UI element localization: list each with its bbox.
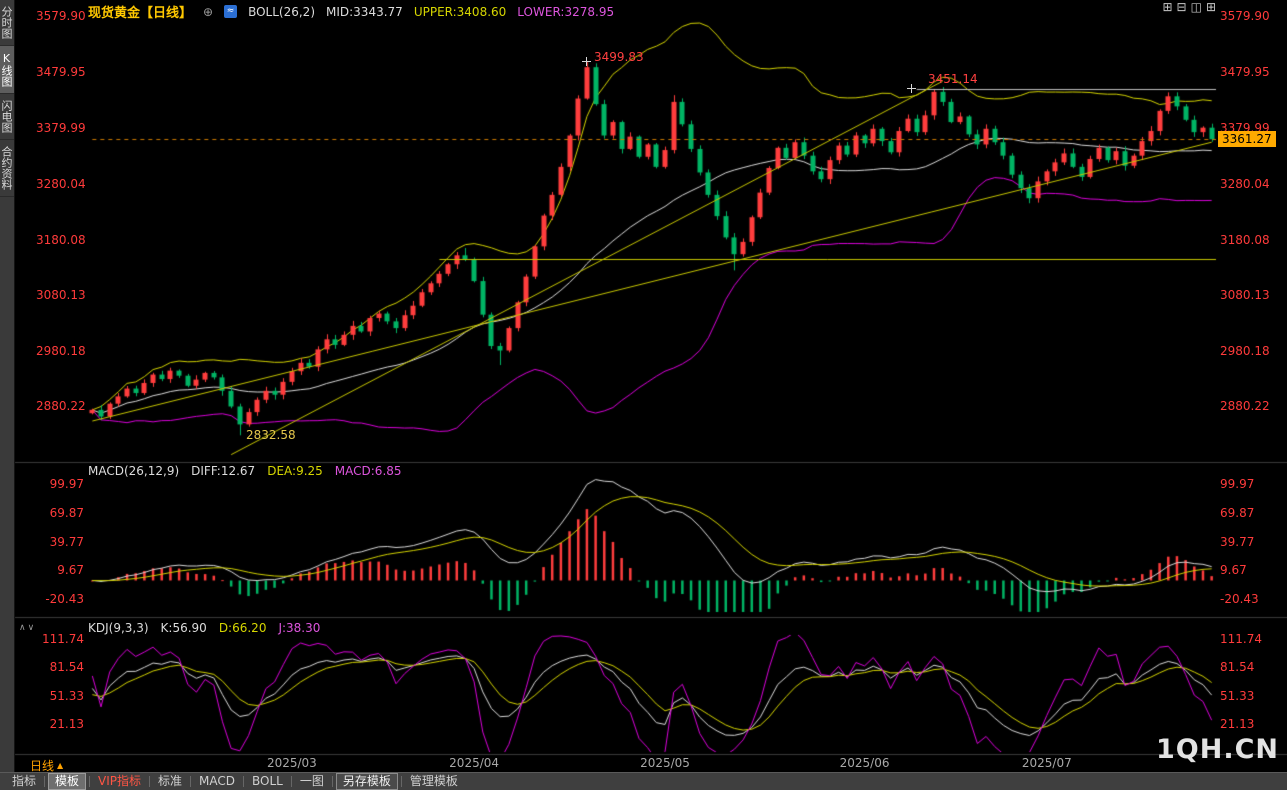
- kdj-k-value: K:56.90: [160, 621, 207, 635]
- macd-macd-value: MACD:6.85: [334, 464, 402, 478]
- price-axis-label: 3379.99: [36, 121, 86, 135]
- macd-axis-label: 39.77: [1220, 535, 1255, 549]
- kdj-name: KDJ(9,3,3): [88, 621, 149, 635]
- panel-expand-icon[interactable]: ∧: [19, 623, 26, 633]
- price-axis-label: 2980.18: [36, 344, 86, 358]
- toolbar-item-MACD[interactable]: MACD: [199, 774, 236, 788]
- toolbar-item-VIP指标[interactable]: VIP指标: [98, 774, 142, 788]
- kdj-axis-label: 81.54: [49, 660, 84, 674]
- boll-label: BOLL(26,2): [248, 4, 315, 19]
- kdj-panel-controls: ∧ ∨: [19, 623, 34, 633]
- feb-low-annotation: 2832.58: [246, 428, 296, 442]
- kdj-legend: KDJ(9,3,3) K:56.90 D:66.20 J:38.30: [88, 621, 320, 635]
- toolbar-divider: [149, 776, 151, 787]
- price-axis-label: 3080.13: [1220, 288, 1270, 302]
- period-selector[interactable]: 日线 ▲: [30, 757, 63, 774]
- toolbar-item-一图[interactable]: 一图: [299, 774, 324, 788]
- chart-header: 现货黄金【日线】 ⊕ ≈ BOLL(26,2) MID:3343.77 UPPE…: [88, 2, 615, 22]
- macd-diff-value: DIFF:12.67: [191, 464, 256, 478]
- price-axis-label: 2880.22: [36, 399, 86, 413]
- kdj-axis-label: 21.13: [1220, 717, 1255, 731]
- price-axis-label: 2880.22: [1220, 399, 1270, 413]
- macd-axis-label: 9.67: [1220, 563, 1247, 577]
- indicator-settings-icon[interactable]: ≈: [224, 5, 238, 18]
- layout-grid-icon-1[interactable]: ⊞: [1162, 0, 1173, 14]
- sidebar-tab-分时图[interactable]: 分时图: [0, 0, 14, 46]
- kdj-axis-label: 111.74: [1220, 632, 1262, 646]
- kdj-axis-label: 51.33: [1220, 689, 1255, 703]
- toolbar-item-模板[interactable]: 模板: [48, 773, 87, 790]
- price-axis-label: 3479.95: [1220, 65, 1270, 79]
- macd-axis-label: 99.97: [49, 477, 84, 491]
- boll-upper-value: UPPER:3408.60: [413, 4, 507, 19]
- boll-mid-value: MID:3343.77: [326, 4, 403, 19]
- toolbar-divider: [243, 776, 245, 787]
- bottom-toolbar: 指标 模板 VIP指标 标准 MACD BOLL 一图 另存模板 管理模板: [0, 772, 1287, 790]
- price-axis-label: 3280.04: [1220, 177, 1270, 191]
- price-axis-label: 3280.04: [36, 177, 86, 191]
- site-watermark: 1QH.CN: [1156, 734, 1280, 765]
- price-axis-label: 3579.90: [1220, 9, 1270, 23]
- period-label: 日线: [30, 759, 55, 773]
- toolbar-item-BOLL[interactable]: BOLL: [252, 774, 283, 788]
- x-axis-date-label: 2025/05: [640, 756, 690, 770]
- toolbar-item-标准[interactable]: 标准: [158, 774, 183, 788]
- price-axis-label: 3479.95: [36, 65, 86, 79]
- x-axis-date-label: 2025/04: [449, 756, 500, 770]
- layout-grid-icon-4[interactable]: ⊞: [1205, 0, 1216, 14]
- toolbar-divider: [190, 776, 192, 787]
- price-axis-label: 3080.13: [36, 288, 86, 302]
- last-price-tag: 3361.27: [1218, 131, 1276, 147]
- x-axis-date-label: 2025/07: [1021, 756, 1072, 770]
- peak-price-annotation: 3499.83: [594, 50, 644, 64]
- layout-grid-icon-2[interactable]: ⊟: [1176, 0, 1187, 14]
- june-high-annotation: 3451.14: [928, 72, 978, 86]
- kdj-d-value: D:66.20: [218, 621, 267, 635]
- toolbar-divider: [400, 776, 402, 787]
- macd-axis-label: -20.43: [1220, 592, 1259, 606]
- panel-collapse-icon[interactable]: ∨: [27, 623, 35, 633]
- macd-axis-label: -20.43: [45, 592, 84, 606]
- price-axis-label: 3579.90: [36, 9, 86, 23]
- toolbar-divider: [331, 776, 333, 787]
- kdj-j-value: J:38.30: [278, 621, 321, 635]
- macd-name: MACD(26,12,9): [88, 464, 180, 478]
- macd-axis-label: 39.77: [49, 535, 84, 549]
- peak-cross-marker-icon: [582, 57, 591, 66]
- left-tab-sidebar: 分时图 K线图 闪电图 合约资料: [0, 0, 15, 772]
- toolbar-item-另存模板[interactable]: 另存模板: [335, 773, 398, 790]
- price-axis-label: 2980.18: [1220, 344, 1270, 358]
- june-cross-marker-icon: [907, 84, 916, 93]
- macd-axis-label: 9.67: [57, 563, 84, 577]
- x-axis-date-label: 2025/03: [266, 756, 317, 770]
- sidebar-tab-闪电图[interactable]: 闪电图: [0, 94, 14, 140]
- kdj-axis-label: 111.74: [42, 632, 84, 646]
- layout-grid-icon-3[interactable]: ◫: [1190, 0, 1202, 14]
- period-dropdown-icon: ▲: [57, 761, 64, 770]
- sidebar-tab-K线图[interactable]: K线图: [0, 46, 14, 94]
- window-layout-controls: ⊞ ⊟ ◫ ⊞: [1162, 1, 1216, 14]
- toolbar-divider: [290, 776, 292, 787]
- add-indicator-icon[interactable]: ⊕: [203, 4, 214, 19]
- kdj-axis-label: 21.13: [49, 717, 84, 731]
- toolbar-item-管理模板[interactable]: 管理模板: [409, 774, 458, 788]
- symbol-title: 现货黄金【日线】: [88, 6, 193, 21]
- kdj-axis-label: 51.33: [49, 689, 84, 703]
- toolbar-divider: [44, 776, 46, 787]
- toolbar-divider: [89, 776, 91, 787]
- macd-axis-label: 69.87: [1220, 506, 1255, 520]
- macd-axis-label: 69.87: [49, 506, 84, 520]
- x-axis-date-label: 2025/06: [839, 756, 890, 770]
- macd-legend: MACD(26,12,9) DIFF:12.67 DEA:9.25 MACD:6…: [88, 464, 402, 478]
- boll-lower-value: LOWER:3278.95: [517, 4, 615, 19]
- toolbar-item-指标[interactable]: 指标: [12, 774, 37, 788]
- price-axis-label: 3180.08: [1220, 233, 1270, 247]
- macd-axis-label: 99.97: [1220, 477, 1255, 491]
- kdj-axis-label: 81.54: [1220, 660, 1255, 674]
- price-axis-label: 3180.08: [36, 233, 86, 247]
- macd-dea-value: DEA:9.25: [267, 464, 323, 478]
- sidebar-tab-合约资料[interactable]: 合约资料: [0, 140, 14, 197]
